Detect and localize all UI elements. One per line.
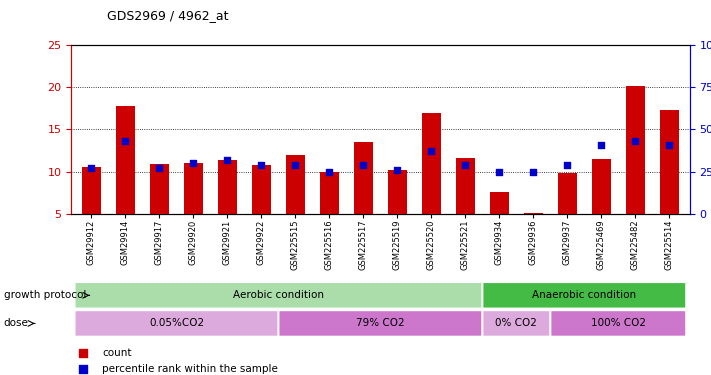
- Bar: [558, 173, 577, 214]
- Text: dose: dose: [4, 318, 28, 328]
- Point: [392, 167, 403, 173]
- FancyBboxPatch shape: [75, 282, 482, 308]
- Point: [460, 162, 471, 168]
- FancyBboxPatch shape: [279, 310, 482, 336]
- Point: [188, 160, 199, 166]
- Point: [256, 162, 267, 168]
- Bar: [388, 170, 407, 214]
- Point: [154, 165, 165, 171]
- Bar: [184, 163, 203, 214]
- Bar: [626, 86, 645, 214]
- FancyBboxPatch shape: [483, 310, 550, 336]
- Bar: [82, 167, 101, 214]
- Bar: [252, 165, 271, 214]
- Text: 79% CO2: 79% CO2: [356, 318, 405, 328]
- Text: Aerobic condition: Aerobic condition: [233, 290, 324, 300]
- Point: [324, 169, 335, 175]
- Point: [487, 149, 498, 155]
- Bar: [286, 154, 305, 214]
- Bar: [660, 110, 678, 214]
- Bar: [422, 112, 441, 214]
- Point: [86, 165, 97, 171]
- Point: [663, 142, 675, 148]
- Text: percentile rank within the sample: percentile rank within the sample: [102, 364, 278, 374]
- Bar: [456, 158, 475, 214]
- Point: [222, 157, 233, 163]
- Text: GDS2969 / 4962_at: GDS2969 / 4962_at: [107, 9, 228, 22]
- Point: [289, 162, 301, 168]
- FancyBboxPatch shape: [550, 310, 686, 336]
- Bar: [116, 106, 135, 214]
- Text: Anaerobic condition: Anaerobic condition: [533, 290, 636, 300]
- Point: [487, 302, 498, 308]
- Bar: [354, 142, 373, 214]
- Point: [562, 162, 573, 168]
- Point: [119, 138, 131, 144]
- Bar: [320, 172, 338, 214]
- Bar: [218, 160, 237, 214]
- Bar: [150, 164, 169, 214]
- Point: [426, 148, 437, 154]
- Text: 0% CO2: 0% CO2: [496, 318, 538, 328]
- Text: 100% CO2: 100% CO2: [591, 318, 646, 328]
- FancyBboxPatch shape: [483, 282, 686, 308]
- Bar: [524, 213, 542, 214]
- Point: [528, 169, 539, 175]
- Bar: [490, 192, 508, 214]
- Point: [493, 169, 505, 175]
- Text: count: count: [102, 348, 132, 357]
- Point: [596, 142, 607, 148]
- Point: [630, 138, 641, 144]
- FancyBboxPatch shape: [75, 310, 278, 336]
- Point: [358, 162, 369, 168]
- Bar: [592, 159, 611, 214]
- Text: 0.05%CO2: 0.05%CO2: [149, 318, 204, 328]
- Text: growth protocol: growth protocol: [4, 290, 86, 300]
